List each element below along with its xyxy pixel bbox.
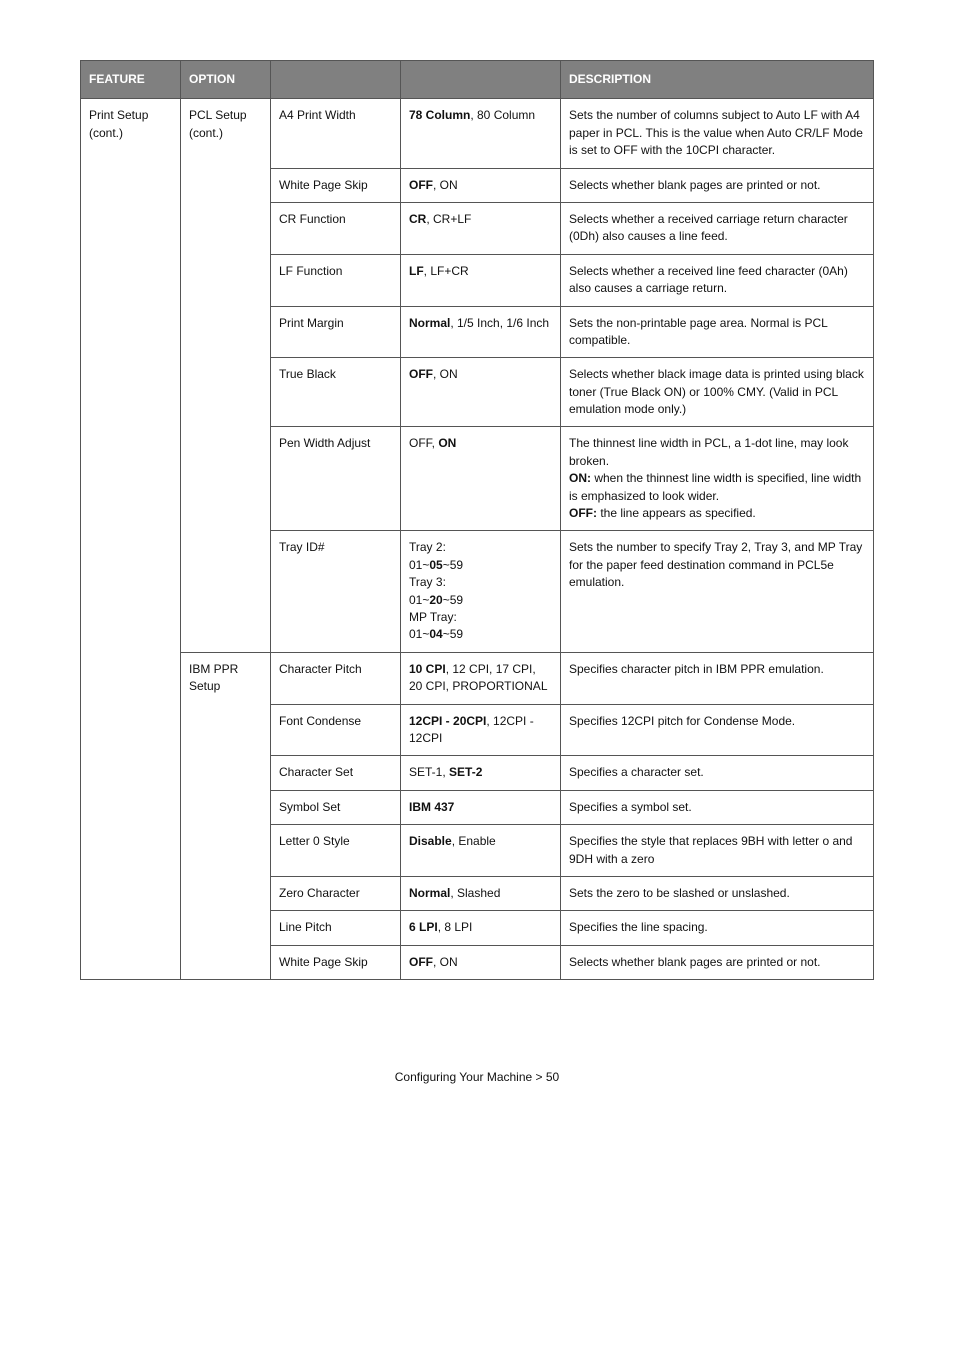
cell-setting-value: 6 LPI, 8 LPI xyxy=(401,911,561,945)
header-blank-2 xyxy=(401,61,561,99)
cell-setting-value: OFF, ON xyxy=(401,945,561,979)
cell-setting-name: Zero Character xyxy=(271,876,401,910)
header-option: OPTION xyxy=(181,61,271,99)
cell-description: Specifies character pitch in IBM PPR emu… xyxy=(561,652,874,704)
cell-description: Selects whether a received line feed cha… xyxy=(561,254,874,306)
page-footer: Configuring Your Machine > 50 xyxy=(80,1070,874,1084)
cell-description: Specifies the line spacing. xyxy=(561,911,874,945)
table-row: Print Setup (cont.)PCL Setup (cont.)A4 P… xyxy=(81,99,874,168)
cell-setting-name: White Page Skip xyxy=(271,168,401,202)
header-description: DESCRIPTION xyxy=(561,61,874,99)
cell-setting-name: Print Margin xyxy=(271,306,401,358)
cell-setting-name: Letter 0 Style xyxy=(271,825,401,877)
cell-description: Sets the zero to be slashed or unslashed… xyxy=(561,876,874,910)
cell-setting-name: Character Set xyxy=(271,756,401,790)
cell-setting-name: LF Function xyxy=(271,254,401,306)
cell-setting-value: OFF, ON xyxy=(401,427,561,531)
cell-setting-value: 12CPI - 20CPI, 12CPI - 12CPI xyxy=(401,704,561,756)
cell-setting-value: LF, LF+CR xyxy=(401,254,561,306)
header-feature: FEATURE xyxy=(81,61,181,99)
cell-description: Specifies 12CPI pitch for Condense Mode. xyxy=(561,704,874,756)
cell-setting-value: Normal, 1/5 Inch, 1/6 Inch xyxy=(401,306,561,358)
cell-description: Specifies a symbol set. xyxy=(561,790,874,824)
cell-setting-name: Line Pitch xyxy=(271,911,401,945)
cell-setting-value: IBM 437 xyxy=(401,790,561,824)
cell-description: Sets the number to specify Tray 2, Tray … xyxy=(561,531,874,652)
cell-setting-name: True Black xyxy=(271,358,401,427)
cell-setting-value: OFF, ON xyxy=(401,168,561,202)
cell-description: Selects whether blank pages are printed … xyxy=(561,168,874,202)
cell-setting-value: Disable, Enable xyxy=(401,825,561,877)
cell-description: The thinnest line width in PCL, a 1-dot … xyxy=(561,427,874,531)
cell-description: Sets the non-printable page area. Normal… xyxy=(561,306,874,358)
cell-description: Specifies the style that replaces 9BH wi… xyxy=(561,825,874,877)
header-row: FEATURE OPTION DESCRIPTION xyxy=(81,61,874,99)
cell-description: Selects whether blank pages are printed … xyxy=(561,945,874,979)
cell-setting-value: SET-1, SET-2 xyxy=(401,756,561,790)
cell-description: Sets the number of columns subject to Au… xyxy=(561,99,874,168)
cell-description: Selects whether black image data is prin… xyxy=(561,358,874,427)
cell-feature: Print Setup (cont.) xyxy=(81,99,181,980)
cell-description: Specifies a character set. xyxy=(561,756,874,790)
cell-option-ibm: IBM PPR Setup xyxy=(181,652,271,979)
cell-setting-value: 10 CPI, 12 CPI, 17 CPI, 20 CPI, PROPORTI… xyxy=(401,652,561,704)
cell-setting-name: Pen Width Adjust xyxy=(271,427,401,531)
cell-option-pcl: PCL Setup (cont.) xyxy=(181,99,271,652)
cell-setting-value: Normal, Slashed xyxy=(401,876,561,910)
cell-setting-name: Character Pitch xyxy=(271,652,401,704)
cell-setting-name: Symbol Set xyxy=(271,790,401,824)
spec-table: FEATURE OPTION DESCRIPTION Print Setup (… xyxy=(80,60,874,980)
cell-description: Selects whether a received carriage retu… xyxy=(561,202,874,254)
cell-setting-name: Font Condense xyxy=(271,704,401,756)
table-row: IBM PPR SetupCharacter Pitch10 CPI, 12 C… xyxy=(81,652,874,704)
cell-setting-value: Tray 2:01~05~59Tray 3:01~20~59MP Tray:01… xyxy=(401,531,561,652)
cell-setting-name: CR Function xyxy=(271,202,401,254)
cell-setting-name: White Page Skip xyxy=(271,945,401,979)
cell-setting-value: 78 Column, 80 Column xyxy=(401,99,561,168)
header-blank-1 xyxy=(271,61,401,99)
cell-setting-value: OFF, ON xyxy=(401,358,561,427)
cell-setting-value: CR, CR+LF xyxy=(401,202,561,254)
cell-setting-name: Tray ID# xyxy=(271,531,401,652)
cell-setting-name: A4 Print Width xyxy=(271,99,401,168)
